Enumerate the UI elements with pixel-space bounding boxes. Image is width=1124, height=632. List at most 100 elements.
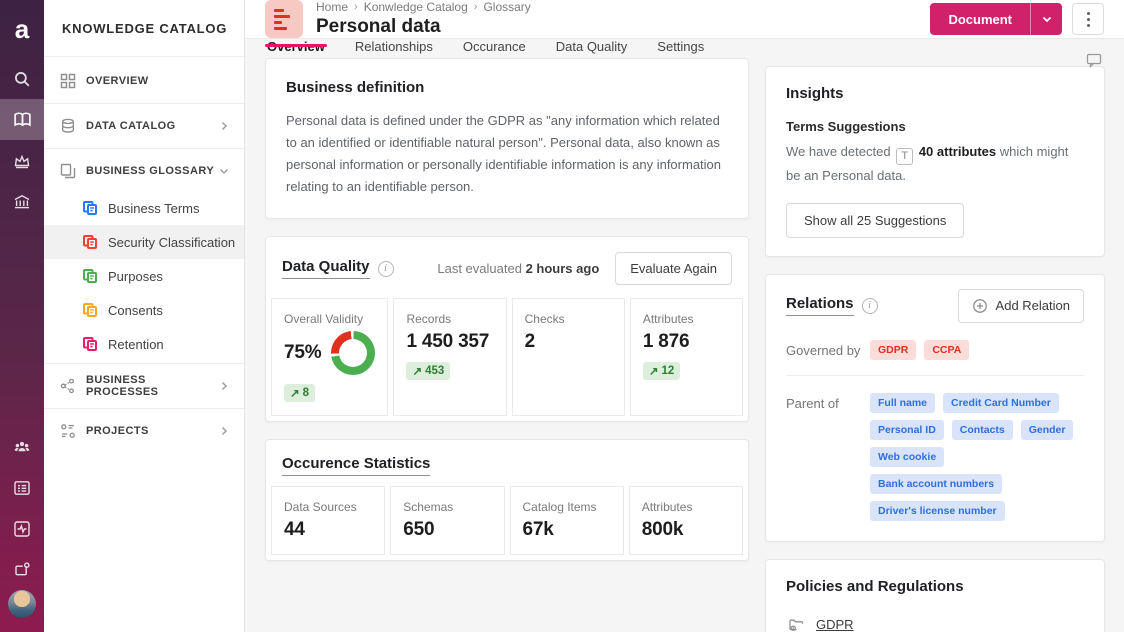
occurrence-statistics-card: Occurence Statistics Data Sources 44 Sch…: [265, 439, 749, 562]
policy-row-gdpr[interactable]: GDPR: [786, 601, 1084, 632]
metric-value: 2: [524, 331, 536, 353]
chevron-right-icon: [218, 380, 230, 392]
sidebar-item-label: OVERVIEW: [86, 75, 149, 87]
page-title: Personal data: [316, 16, 441, 37]
governed-by-row: Governed by GDPR CCPA: [786, 339, 1084, 360]
breadcrumb-separator: ›: [354, 1, 358, 13]
team-icon[interactable]: [0, 426, 44, 467]
metric-label: Attributes: [641, 500, 693, 515]
delta-badge: ↗ 8: [284, 384, 316, 403]
parent-of-row: Parent of Full name Credit Card Number Per…: [786, 392, 1084, 521]
occurrence-statistics-title[interactable]: Occurence Statistics: [282, 455, 431, 477]
sidebar-item-label: BUSINESS PROCESSES: [86, 374, 159, 398]
metric-value: 1 876: [642, 331, 690, 353]
activity-icon[interactable]: [0, 508, 44, 549]
policy-link[interactable]: GDPR: [816, 616, 854, 632]
glossary-pages-icon: [82, 234, 98, 250]
governed-by-chips: GDPR CCPA: [870, 339, 1084, 360]
glossary-pages-icon: [82, 200, 98, 216]
knowledge-catalog-book-icon[interactable]: [0, 99, 44, 140]
sidebar-item-projects[interactable]: PROJECTS: [44, 411, 244, 451]
detected-attributes-count: 40 attributes: [918, 144, 997, 159]
tab-settings[interactable]: Settings: [657, 39, 705, 54]
sidebar-item-business-processes[interactable]: BUSINESS PROCESSES: [44, 366, 244, 406]
insights-text: We have detected T 40 attributes which m…: [786, 144, 1069, 184]
tasks-list-icon[interactable]: [0, 467, 44, 508]
governed-by-chip[interactable]: GDPR: [870, 339, 917, 360]
sidebar-item-label: BUSINESS GLOSSARY: [86, 165, 215, 177]
sidebar-item-data-catalog[interactable]: DATA CATALOG: [44, 106, 244, 146]
policies-card: Policies and Regulations GDPR CCPA: [765, 558, 1105, 632]
sidebar-item-overview[interactable]: OVERVIEW: [44, 61, 244, 101]
insights-title: Insights: [786, 85, 844, 102]
parent-of-chips: Full name Credit Card Number Personal ID Co…: [870, 392, 1084, 521]
crown-icon[interactable]: [0, 140, 44, 181]
tab-overview[interactable]: Overview: [265, 39, 327, 54]
metric-value: 67k: [522, 519, 554, 541]
business-definition-card: Business definition Personal data is def…: [265, 58, 749, 220]
metric-value: 1 450 357: [406, 331, 490, 353]
parent-of-chip[interactable]: Credit Card Number: [943, 392, 1059, 413]
search-icon[interactable]: [0, 58, 44, 99]
add-relation-button[interactable]: Add Relation: [957, 288, 1084, 323]
parent-of-chip[interactable]: Bank account numbers: [870, 473, 1003, 494]
user-avatar[interactable]: [8, 590, 36, 618]
sidebar-item-purposes[interactable]: Purposes: [44, 259, 244, 293]
insights-card: Insights Terms Suggestions We have detec…: [765, 66, 1105, 257]
sidebar-item-label: Purposes: [108, 268, 163, 284]
sidebar-item-label: Security Classification: [108, 234, 236, 250]
ataccama-logo-icon[interactable]: a: [14, 13, 30, 44]
sidebar-item-label: Business Terms: [108, 200, 200, 216]
metric-label: Checks: [524, 312, 565, 327]
metric-value: 44: [284, 519, 305, 541]
relations-title[interactable]: Relations: [786, 295, 854, 317]
breadcrumb-glossary[interactable]: Glossary: [483, 0, 531, 14]
pages-icon: [60, 163, 76, 179]
last-evaluated-value: 2 hours ago: [525, 261, 600, 277]
breadcrumb-knowledge-catalog[interactable]: Konwledge Catalog: [363, 0, 468, 14]
parent-of-chip[interactable]: Web cookie: [870, 446, 945, 467]
metric-value: 650: [403, 519, 435, 541]
document-split-button[interactable]: Document: [930, 3, 1062, 35]
document-button-label[interactable]: Document: [930, 3, 1030, 35]
metric-catalog-items: Catalog Items 67k: [509, 486, 624, 556]
divider: [44, 363, 244, 364]
feedback-chat-icon[interactable]: [0, 549, 44, 590]
metric-schemas: Schemas 650: [390, 486, 505, 556]
show-all-suggestions-button[interactable]: Show all 25 Suggestions: [786, 202, 965, 238]
business-definition-title: Business definition: [286, 79, 425, 96]
metric-label: Catalog Items: [522, 500, 597, 515]
occurrence-metrics: Data Sources 44 Schemas 650 Catalog Item…: [266, 486, 748, 560]
tab-occurance[interactable]: Occurance: [462, 39, 526, 54]
parent-of-chip[interactable]: Personal ID: [870, 419, 944, 440]
more-actions-button[interactable]: [1072, 3, 1104, 35]
parent-of-chip[interactable]: Full name: [870, 392, 936, 413]
content: Business definition Personal data is def…: [245, 54, 1124, 632]
metric-records: Records 1 450 357 ↗ 453: [393, 298, 507, 417]
tab-relationships[interactable]: Relationships: [354, 39, 433, 54]
validity-donut-chart: [331, 331, 376, 376]
evaluate-again-button[interactable]: Evaluate Again: [615, 252, 732, 286]
sidebar-item-security-classification[interactable]: Security Classification: [44, 225, 244, 259]
sidebar-item-retention[interactable]: Retention: [44, 327, 244, 361]
sidebar-item-consents[interactable]: Consents: [44, 293, 244, 327]
tab-data-quality[interactable]: Data Quality: [555, 39, 628, 54]
terms-suggestions-subtitle: Terms Suggestions: [786, 119, 906, 134]
info-icon[interactable]: i: [377, 260, 394, 277]
document-dropdown-toggle[interactable]: [1030, 3, 1062, 35]
breadcrumb-home[interactable]: Home: [316, 0, 349, 14]
governed-by-chip[interactable]: CCPA: [924, 339, 970, 360]
institution-icon[interactable]: [0, 181, 44, 222]
glossary-term-icon: [265, 0, 303, 38]
parent-of-chip[interactable]: Gender: [1020, 419, 1074, 440]
parent-of-chip[interactable]: Contacts: [951, 419, 1013, 440]
delta-badge: ↗ 453: [406, 362, 451, 381]
data-quality-title[interactable]: Data Quality: [282, 258, 370, 280]
policies-title: Policies and Regulations: [786, 577, 964, 595]
sidebar-item-business-terms[interactable]: Business Terms: [44, 191, 244, 225]
parent-of-chip[interactable]: Driver's license number: [870, 500, 1005, 521]
sidebar-item-business-glossary[interactable]: BUSINESS GLOSSARY: [44, 151, 244, 191]
info-icon[interactable]: i: [861, 297, 878, 314]
comments-icon[interactable]: [1086, 52, 1102, 73]
